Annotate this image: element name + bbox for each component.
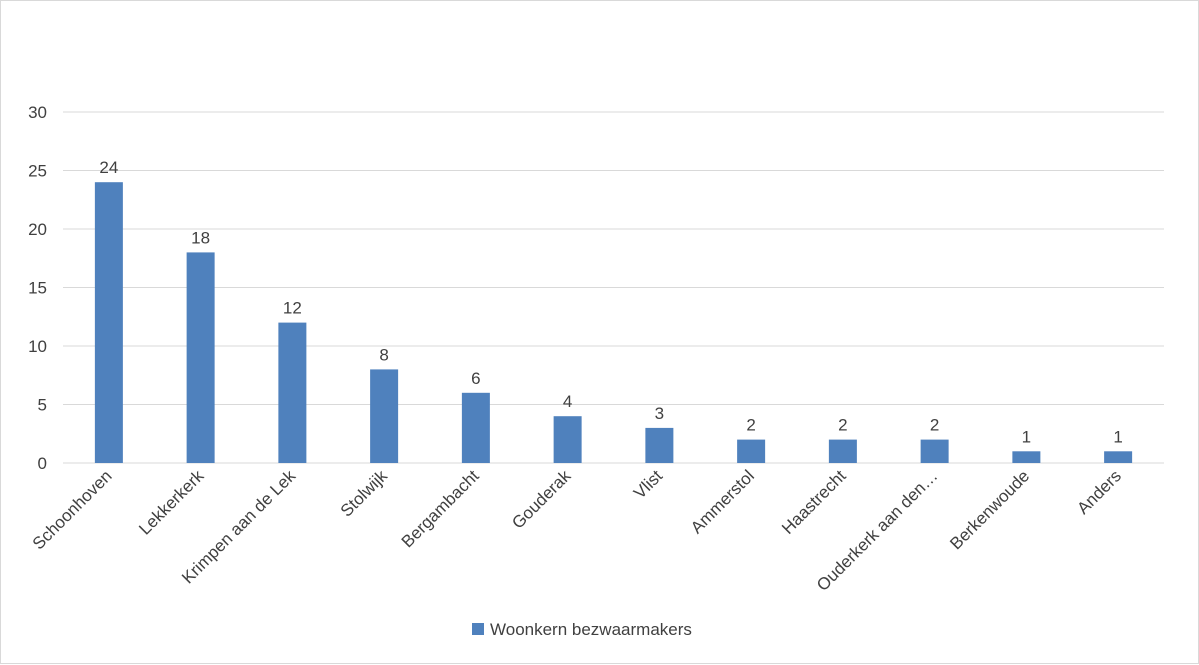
data-label: 8 [379,345,388,364]
data-label: 1 [1022,427,1031,446]
legend: Woonkern bezwaarmakers [472,620,692,639]
x-category-label: Bergambacht [398,466,483,551]
data-label: 1 [1113,427,1122,446]
data-labels: 24 18 12 8 6 4 3 2 2 2 1 1 [99,158,1122,446]
bar [278,322,307,463]
bar [828,439,857,463]
data-label: 12 [283,299,302,318]
bar [920,439,949,463]
x-category-label: Vlist [630,466,666,502]
bar [94,182,123,463]
x-category-label: Stolwijk [337,466,392,521]
y-tick-label: 0 [38,454,47,473]
y-tick-label: 10 [28,337,47,356]
bar [553,416,582,463]
data-label: 4 [563,392,572,411]
bar [1012,451,1041,463]
bar [370,369,399,463]
bar [737,439,766,463]
bar [186,252,215,463]
y-tick-label: 30 [28,103,47,122]
y-tick-label: 5 [38,396,47,415]
data-label: 2 [838,416,847,435]
legend-swatch [472,623,484,635]
x-category-label: Haastrecht [778,466,850,538]
y-axis-ticks: 0 5 10 15 20 25 30 [28,103,47,473]
data-label: 3 [655,404,664,423]
y-tick-label: 20 [28,220,47,239]
y-tick-label: 15 [28,279,47,298]
bar [461,392,490,463]
data-label: 2 [746,416,755,435]
legend-label: Woonkern bezwaarmakers [490,620,692,639]
x-category-label: Gouderak [508,466,575,533]
data-label: 18 [191,228,210,247]
gridlines [63,111,1164,464]
x-category-label: Schoonhoven [29,466,116,553]
y-tick-label: 25 [28,162,47,181]
bars [94,182,1133,463]
data-label: 2 [930,416,939,435]
x-category-label: Berkenwoude [946,466,1033,553]
bar [645,427,674,463]
x-category-label: Anders [1073,466,1125,518]
x-category-label: Ammerstol [687,466,758,537]
bar [1104,451,1133,463]
data-label: 6 [471,369,480,388]
data-label: 24 [99,158,118,177]
x-category-label: Lekkerkerk [135,466,208,539]
